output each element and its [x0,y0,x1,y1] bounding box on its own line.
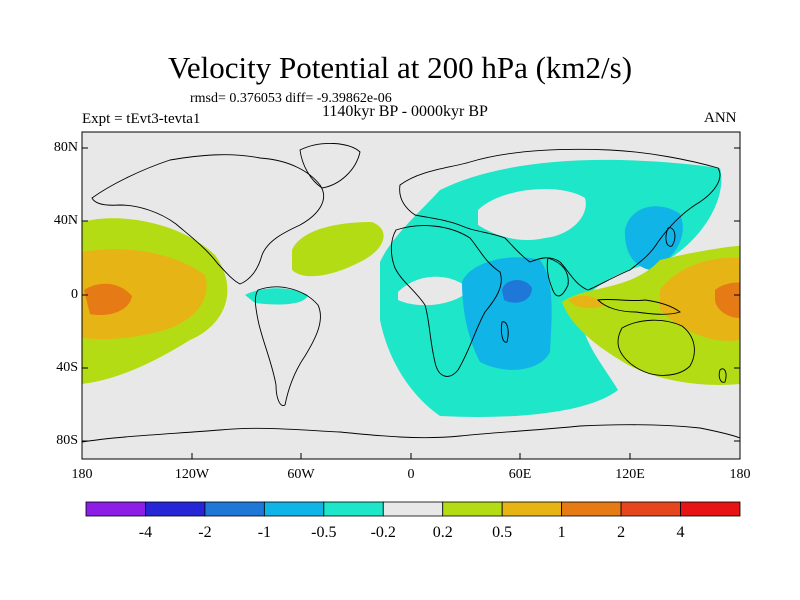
coastline-antarctica [82,424,740,443]
contour-central-asia-neutral [478,188,586,241]
lat-tick-label: 40S [56,360,78,375]
axis-ticks [81,147,741,459]
colorbar-swatch [85,501,146,517]
coastlines [82,142,740,443]
contour-west-africa-neutral [398,276,470,306]
map-title: Velocity Potential at 200 hPa (km2/s) [167,50,633,85]
period-label: 1140kyr BP - 0000kyr BP [322,103,488,120]
lon-tick-label: 0 [407,467,415,482]
lat-tick-label: 80N [53,140,78,155]
coastline-new-zealand [718,368,727,383]
colorbar-swatch [561,501,622,517]
coastline-eurasia [399,148,721,291]
contour-east-asia-neg-mid [624,206,683,270]
colorbar-label: -0.5 [311,524,337,541]
colorbar-swatch [501,501,563,517]
coastline-madagascar [500,321,509,343]
season-label: ANN [704,110,737,126]
contour-trop-atl-neg [245,288,308,305]
colorbar-label: 1 [557,524,566,541]
colorbar-label: 0.2 [432,524,453,541]
contour-pacific-west-pos-large [84,283,132,316]
contour-wpac-pos-mid [568,295,605,309]
coastline-australia [617,319,695,376]
lat-tick-label: 40N [53,213,78,228]
colorbar-swatch [680,501,741,517]
colorbar-label: -1 [257,524,272,541]
lat-tick-label: 80S [56,433,78,448]
colorbar-swatch [620,501,681,517]
coastline-india [546,257,569,297]
contour-wpac-pos-mid-east [660,257,740,341]
lon-tick-label: 180 [729,467,751,482]
colorbar-swatch [382,501,444,517]
contour-indian-neg-core [502,279,532,303]
colorbar [85,501,741,517]
colorbar-swatch [442,501,503,517]
experiment-label: Expt = tEvt3-tevta1 [82,111,201,127]
lon-tick-label: 120E [615,467,645,482]
colorbar-swatch [323,501,384,517]
lon-tick-label: 60W [287,467,315,482]
colorbar-label: 2 [617,524,626,541]
contour-wpac-pos-large [715,282,740,318]
coastline-japan [665,227,676,247]
colorbar-swatch [145,501,206,517]
colorbar-swatch [263,501,325,517]
coastline-north-america [91,154,325,285]
contour-pacific-west-pos-mid [82,249,207,340]
coastline-south-america [254,286,321,406]
colorbar-swatch [204,501,265,517]
contour-fields [82,159,740,417]
coastline-africa [390,225,502,377]
colorbar-label: 0.5 [492,524,513,541]
lat-tick-label: 0 [71,287,78,302]
lon-tick-label: 180 [71,467,93,482]
coastline-indonesia [597,298,681,315]
colorbar-label: -4 [138,524,153,541]
colorbar-label: -2 [198,524,212,541]
lon-tick-label: 60E [508,467,532,482]
contour-atlantic-pos-small [292,222,384,277]
lon-tick-label: 120W [174,467,210,482]
stats-line: rmsd= 0.376053 diff= -9.39862e-06 [190,91,392,106]
coastline-greenland [299,142,361,189]
colorbar-label: -0.2 [370,524,396,541]
colorbar-label: 4 [676,524,685,541]
